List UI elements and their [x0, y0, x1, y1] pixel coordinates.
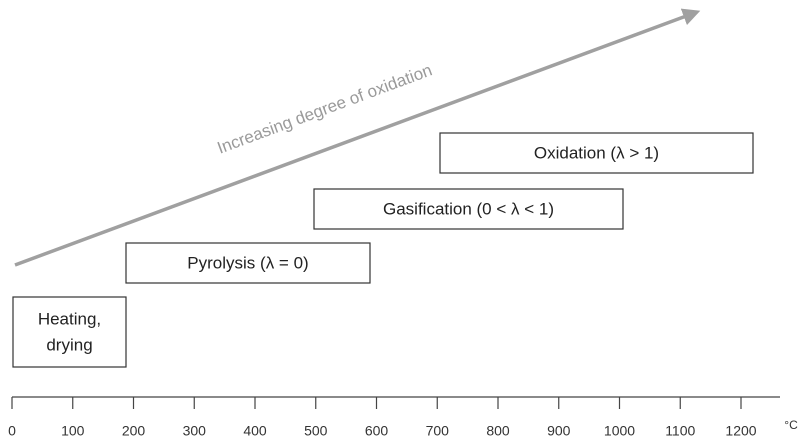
arrow-label: Increasing degree of oxidation — [215, 60, 435, 157]
tick-label: 700 — [426, 423, 450, 439]
tick-label: 800 — [486, 423, 510, 439]
tick-label: 500 — [304, 423, 328, 439]
tick-label: 600 — [365, 423, 389, 439]
oxidation-arrow — [14, 8, 701, 267]
stage-box — [125, 242, 371, 284]
tick-label: 1100 — [665, 423, 695, 439]
tick-label: 100 — [61, 423, 85, 439]
axis-unit: °C — [784, 418, 798, 432]
stage-label: Oxidation (λ > 1) — [534, 143, 659, 162]
tick-label: 1200 — [725, 423, 756, 439]
tick-label: 0 — [8, 423, 16, 439]
tick-label: 900 — [547, 423, 571, 439]
tick-label: 300 — [183, 423, 207, 439]
stage-label: Gasification (0 < λ < 1) — [383, 199, 554, 218]
stage-box — [439, 132, 754, 174]
stage-box — [12, 296, 127, 368]
tick-label: 400 — [243, 423, 267, 439]
stage-box — [313, 188, 624, 230]
tick-label: 200 — [122, 423, 146, 439]
stage-label: drying — [46, 335, 92, 354]
tick-label: 1000 — [604, 423, 635, 439]
stage-label: Pyrolysis (λ = 0) — [187, 253, 308, 272]
stage-label: Heating, — [38, 309, 101, 328]
